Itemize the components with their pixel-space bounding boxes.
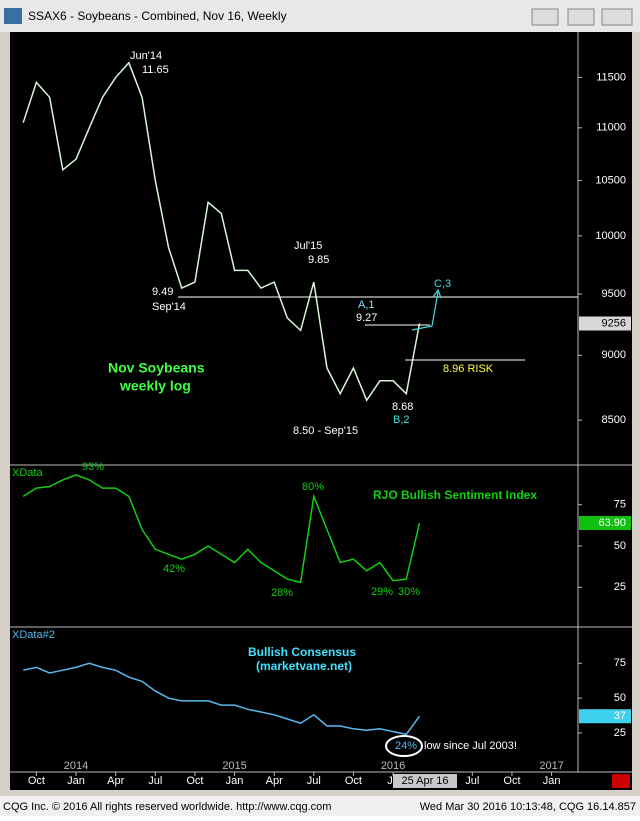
current-value-label: 37 xyxy=(614,710,626,722)
annotation: B,2 xyxy=(393,414,410,426)
x-tick-label: Jul xyxy=(465,775,479,787)
annotation: RJO Bullish Sentiment Index xyxy=(373,488,537,502)
annotation: 9.27 xyxy=(356,312,377,324)
annotation: C,3 xyxy=(434,278,451,290)
data-line xyxy=(22,61,421,402)
annotation: 8.68 xyxy=(392,401,413,413)
footer-left: CQG Inc. © 2016 All rights reserved worl… xyxy=(3,801,331,813)
current-value-box xyxy=(579,709,631,724)
y-tick-label: 9500 xyxy=(602,288,626,300)
x-tick-label: Jul xyxy=(148,775,162,787)
annotation: low since Jul 2003! xyxy=(424,740,517,752)
data-line xyxy=(23,662,421,736)
x-tick-label: Oct xyxy=(503,775,520,787)
annotation: Nov Soybeans xyxy=(108,360,205,376)
annotation: Jul'15 xyxy=(294,240,322,252)
y-tick-label: 50 xyxy=(614,540,626,552)
x-tick-label: Apr xyxy=(107,775,124,787)
annotation: 28% xyxy=(271,587,293,599)
panel-name: XData#2 xyxy=(12,629,55,641)
annotation: 8.96 RISK xyxy=(443,363,494,375)
x-tick-label: Jan xyxy=(543,775,561,787)
x-tick-label: Jul xyxy=(307,775,321,787)
annotation: 24% xyxy=(395,740,417,752)
y-tick-label: 11500 xyxy=(596,71,626,83)
panel-name: XData xyxy=(12,467,43,479)
x-year-label: 2015 xyxy=(222,760,246,772)
annotation: Sep'14 xyxy=(152,301,186,313)
annotation: 42% xyxy=(163,563,185,575)
x-year-label: 2014 xyxy=(64,760,88,772)
data-line xyxy=(22,474,421,584)
annotation: 8.50 - Sep'15 xyxy=(293,425,358,437)
x-year-label: 2017 xyxy=(539,760,563,772)
status-bar xyxy=(0,796,640,816)
annotation: 29% xyxy=(371,586,393,598)
annotation: weekly log xyxy=(119,378,191,394)
current-value-box xyxy=(579,516,631,531)
chart-area xyxy=(10,32,632,790)
y-tick-label: 75 xyxy=(614,657,626,669)
current-value-label: 9256 xyxy=(602,317,626,329)
window-title: SSAX6 - Soybeans - Combined, Nov 16, Wee… xyxy=(28,9,287,23)
app-icon xyxy=(4,8,22,24)
x-tick-label: Oct xyxy=(345,775,362,787)
annotation: 9.85 xyxy=(308,254,329,266)
y-tick-label: 10000 xyxy=(595,230,626,242)
current-value-box xyxy=(579,316,631,331)
annotation: Bullish Consensus xyxy=(248,645,356,659)
annotation: (marketvane.net) xyxy=(256,659,352,673)
y-tick-label: 9000 xyxy=(602,349,626,361)
close-button[interactable] xyxy=(601,8,633,26)
y-tick-label: 11000 xyxy=(596,122,626,134)
x-tick-label: Apr xyxy=(266,775,283,787)
annotation: A,1 xyxy=(358,299,375,311)
y-tick-label: 25 xyxy=(614,727,626,739)
y-tick-label: 75 xyxy=(614,499,626,511)
x-tick-label: Oct xyxy=(186,775,203,787)
cursor-label: 25 Apr 16 xyxy=(401,775,448,787)
current-value-label: 63.90 xyxy=(598,517,626,529)
y-tick-label: 10500 xyxy=(595,174,626,186)
minimize-button[interactable] xyxy=(531,8,559,26)
x-tick-label: Jan xyxy=(67,775,85,787)
projection-arrow xyxy=(411,288,442,331)
footer-right: Wed Mar 30 2016 10:13:48, CQG 16.14.857 xyxy=(420,801,636,813)
cursor-box xyxy=(393,774,457,788)
annotation: 9.49 xyxy=(152,286,173,298)
x-tick-label: Jan xyxy=(226,775,244,787)
x-year-label: 2016 xyxy=(381,760,405,772)
y-tick-label: 50 xyxy=(614,692,626,704)
annotation: 11.65 xyxy=(142,64,169,76)
annotation: 30% xyxy=(398,586,420,598)
annotation: 93% xyxy=(82,461,104,473)
x-tick-label: Oct xyxy=(28,775,45,787)
maximize-button[interactable] xyxy=(567,8,595,26)
y-tick-label: 8500 xyxy=(602,414,626,426)
annotation: Jun'14 xyxy=(130,50,162,62)
highlight-ring xyxy=(385,735,423,757)
y-tick-label: 25 xyxy=(614,581,626,593)
scroll-button[interactable] xyxy=(612,774,630,788)
annotation: 80% xyxy=(302,481,324,493)
